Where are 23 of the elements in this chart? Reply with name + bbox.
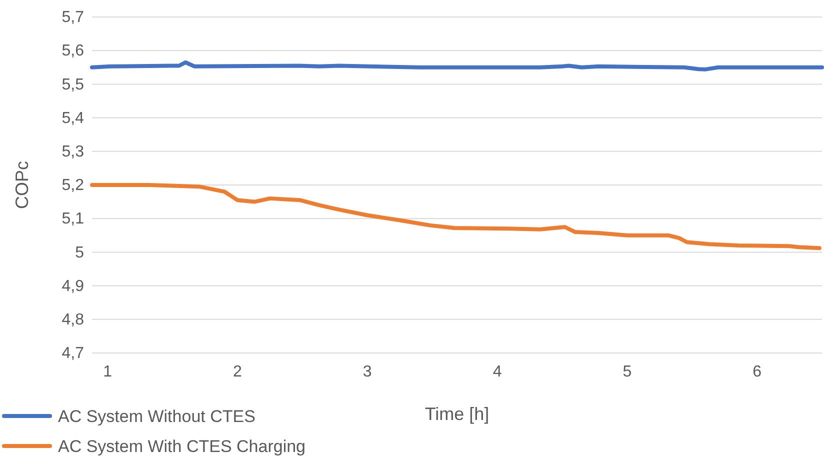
x-tick-label: 6 [752,363,762,380]
x-tick-label: 5 [622,363,632,380]
y-tick-label: 5,2 [62,177,84,194]
y-tick-label: 5,6 [62,42,84,60]
y-tick-label: 5,3 [62,144,84,161]
x-tick-label: 3 [362,363,372,380]
y-tick-label: 5,1 [62,210,84,228]
y-axis-title: COPc [12,160,32,210]
y-tick-label: 4,9 [62,278,84,295]
y-tick-label: 5,7 [62,9,84,26]
y-tick-label: 5,4 [62,110,84,127]
x-axis-title: Time [h] [424,404,490,424]
legend-label: AC System Without CTES [58,407,256,426]
y-tick-label: 5,5 [62,76,84,94]
legend-label: AC System With CTES Charging [58,437,306,456]
x-tick-label: 4 [492,363,502,380]
y-tick-label: 5 [75,244,84,262]
y-tick-label: 4,7 [62,345,84,362]
x-tick-label: 1 [103,363,112,380]
line-series [90,183,822,250]
x-tick-label: 2 [233,363,242,380]
y-tick-label: 4,8 [62,312,84,329]
line-series [90,60,824,72]
